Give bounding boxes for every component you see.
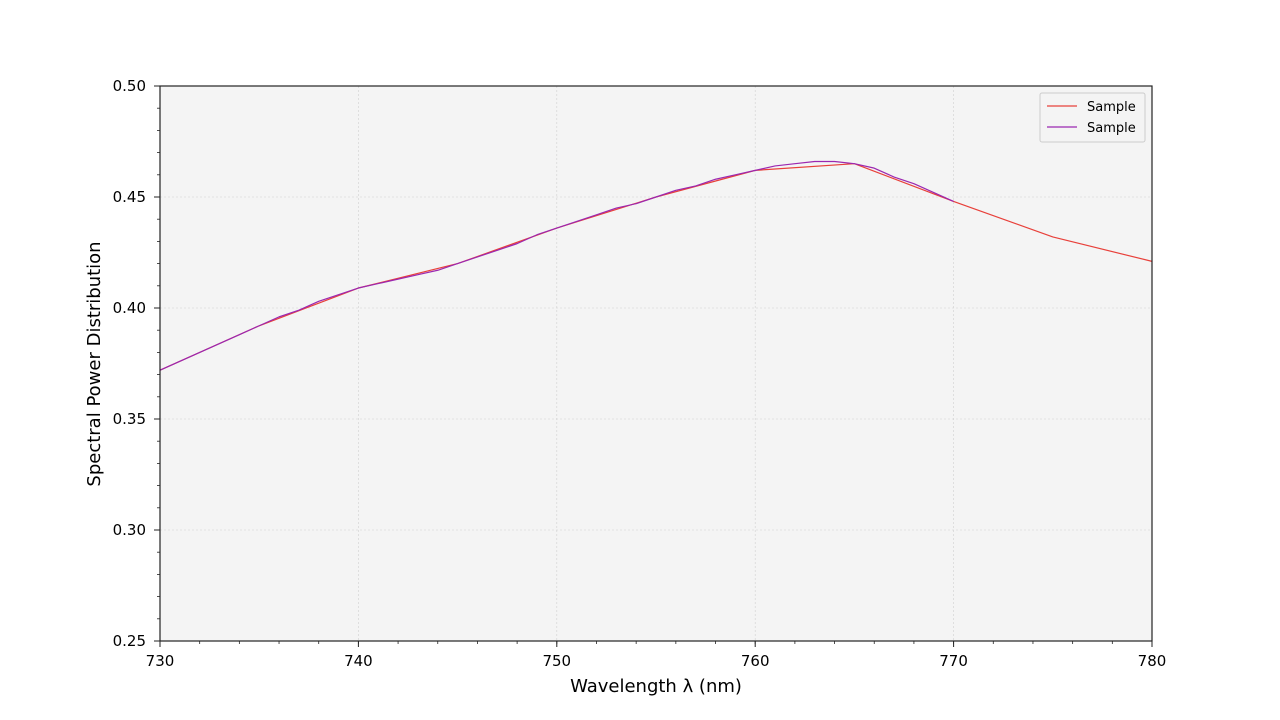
y-tick-label: 0.45 [113, 188, 146, 206]
plot-frame [159, 85, 1153, 642]
x-tick-label: 730 [146, 652, 175, 670]
series-line-2 [159, 160, 954, 371]
y-tick-label: 0.25 [113, 632, 146, 650]
legend-label-1: Sample [1087, 100, 1136, 115]
y-tick-label: 0.40 [113, 299, 146, 317]
x-tick-label: 780 [1138, 652, 1167, 670]
x-tick-label: 760 [741, 652, 770, 670]
plot-background [160, 86, 1152, 641]
legend-box [1039, 92, 1146, 143]
major-ticks [154, 85, 1153, 647]
x-axis-label: Wavelength λ (nm) [570, 676, 742, 697]
y-tick-labels: 0.25 0.30 0.35 0.40 0.45 0.50 [113, 77, 146, 650]
y-axis-label: Spectral Power Distribution [84, 241, 105, 486]
y-tick-label: 0.50 [113, 77, 146, 95]
y-tick-label: 0.35 [113, 410, 146, 428]
x-tick-labels: 730 740 750 760 770 780 [146, 652, 1167, 670]
legend: Sample Sample [1039, 92, 1146, 143]
y-tick-label: 0.30 [113, 521, 146, 539]
x-tick-label: 770 [939, 652, 968, 670]
x-tick-label: 740 [344, 652, 373, 670]
series-lines [159, 160, 1153, 371]
legend-label-2: Sample [1087, 121, 1136, 136]
x-tick-label: 750 [542, 652, 571, 670]
